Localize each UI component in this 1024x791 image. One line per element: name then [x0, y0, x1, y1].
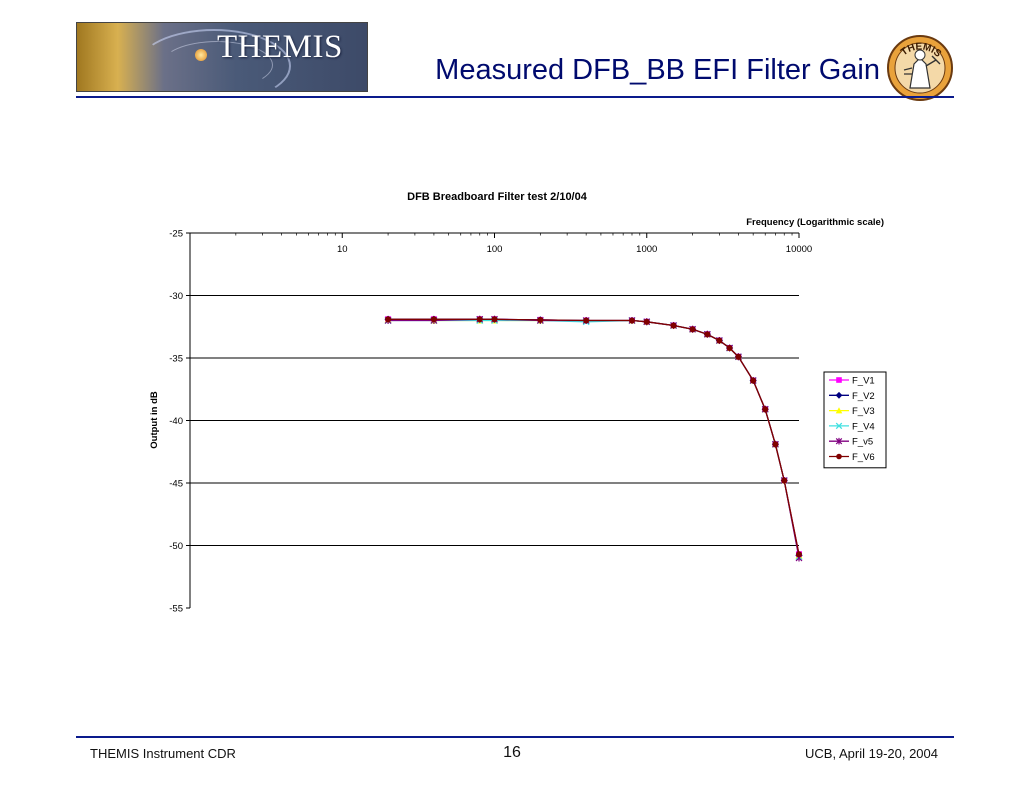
data-point — [476, 316, 483, 323]
y-tick-label: -45 — [169, 479, 183, 490]
data-point — [762, 406, 769, 413]
x-axis-label: Frequency (Logarithmic scale) — [746, 217, 884, 228]
data-point — [835, 437, 843, 445]
data-point — [836, 377, 842, 383]
series-F_V6 — [385, 316, 802, 558]
magnetosphere-swirl-inner — [161, 41, 273, 89]
data-point — [750, 377, 757, 384]
themis-seal-icon: THEMIS — [887, 35, 953, 101]
legend-label: F_V2 — [852, 391, 875, 402]
legend-item: F_V6 — [829, 452, 875, 463]
legend-box — [823, 371, 887, 469]
footer-left-text: THEMIS Instrument CDR — [90, 746, 236, 761]
y-tick-label: -35 — [169, 354, 183, 365]
footer-right-text: UCB, April 19-20, 2004 — [805, 746, 938, 761]
legend-item: F_V2 — [829, 391, 875, 402]
data-point — [726, 345, 733, 351]
legend-label: F_V6 — [852, 452, 875, 463]
x-tick-label: 10 — [337, 244, 348, 255]
slide-title: Measured DFB_BB EFI Filter Gain — [435, 54, 880, 86]
legend-label: F_V1 — [852, 376, 875, 387]
data-point — [583, 317, 590, 324]
logo-text: THEMIS — [217, 29, 343, 65]
data-point — [735, 353, 742, 360]
data-point — [772, 441, 779, 448]
y-tick-label: -50 — [169, 541, 183, 552]
data-point — [836, 453, 842, 460]
data-point — [796, 551, 802, 558]
page-number: 16 — [503, 744, 521, 761]
sun-icon — [195, 49, 207, 61]
series-F_V2 — [384, 315, 803, 560]
y-tick-label: -25 — [169, 229, 183, 240]
data-point — [537, 316, 544, 323]
data-point — [491, 316, 498, 323]
y-tick-label: -55 — [169, 604, 183, 615]
series-F_V3 — [384, 316, 803, 559]
legend: F_V1 F_V2 F_V3 F_V4 F_v5 F_V6 — [823, 371, 887, 469]
legend-label: F_V3 — [852, 406, 875, 417]
legend-item: F_V4 — [829, 421, 875, 432]
data-point — [689, 326, 696, 333]
series-F_V1 — [385, 316, 802, 558]
y-tick-label: -40 — [169, 416, 183, 427]
data-point — [628, 317, 635, 324]
data-point — [835, 422, 843, 430]
footer-rule — [76, 736, 954, 738]
gridlines — [190, 295, 799, 546]
legend-label: F_v5 — [852, 437, 873, 448]
themis-logo-banner: THEMIS — [76, 22, 368, 92]
magnetosphere-swirl — [137, 29, 291, 91]
header-rule — [76, 96, 954, 98]
series-F_v5 — [384, 315, 803, 562]
legend-item: F_v5 — [829, 437, 873, 448]
chart-title: DFB Breadboard Filter test 2/10/04 — [407, 191, 588, 203]
legend-item: F_V3 — [829, 406, 875, 417]
data-point — [716, 337, 723, 344]
x-tick-label: 10000 — [786, 244, 812, 255]
series-group — [384, 315, 803, 562]
data-point — [670, 322, 677, 329]
data-point — [835, 407, 843, 414]
data-point — [781, 477, 788, 484]
data-point — [704, 331, 711, 338]
legend-label: F_V4 — [852, 421, 875, 432]
axes: -25 -30 -35 -40 -45 -50 -55 10 100 1000 10000 — [169, 229, 812, 615]
y-axis-label: Output in dB — [149, 391, 160, 449]
x-tick-label: 1000 — [636, 244, 657, 255]
data-point — [430, 316, 437, 323]
data-point — [643, 318, 650, 325]
data-point — [385, 316, 392, 323]
data-point — [835, 391, 843, 399]
y-tick-label: -30 — [169, 291, 183, 302]
x-tick-label: 100 — [487, 244, 503, 255]
legend-item: F_V1 — [829, 376, 875, 387]
